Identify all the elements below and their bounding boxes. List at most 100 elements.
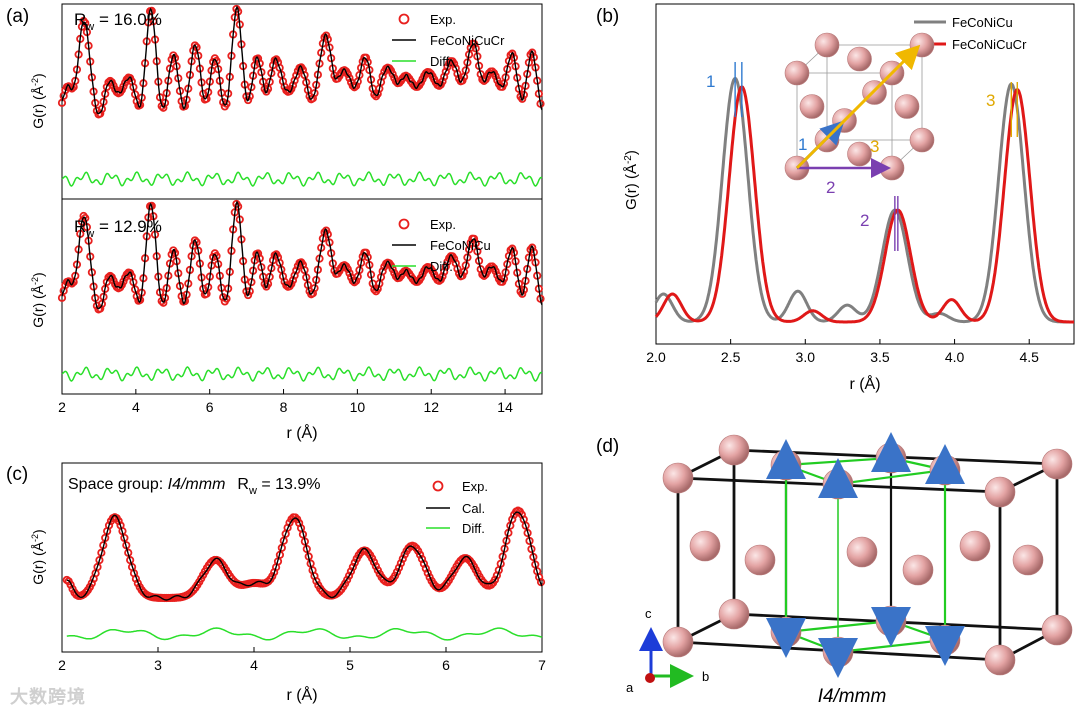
subcell-edge: [785, 456, 892, 467]
exp-data-point: [493, 271, 502, 280]
panel-c-title: Space group: I4/mmm Rw = 13.9%: [68, 476, 321, 497]
exp-data-point: [190, 41, 200, 50]
peak-label-3: 3: [986, 91, 995, 110]
x-tick-label: 2: [58, 657, 66, 673]
exp-data-point: [378, 267, 387, 276]
exp-data-point: [441, 262, 450, 271]
legend-marker-exp: [432, 480, 444, 492]
exp-data-point: [300, 265, 309, 275]
atom: [909, 127, 935, 153]
panel-b-xlabel: r (Å): [849, 374, 880, 393]
exp-data-point: [450, 254, 459, 263]
atom: [799, 94, 825, 119]
atom: [847, 141, 872, 167]
panel-c-xticks: 2 3 4 5 6 7: [58, 647, 546, 673]
x-tick-label: 4: [132, 399, 140, 415]
exp-data-point: [93, 562, 102, 572]
exp-data-point: [396, 559, 405, 568]
x-tick-label: 7: [538, 657, 546, 673]
panel-a-top-legend-diff: Diff.: [430, 54, 453, 69]
axis-a-dot: [645, 673, 655, 683]
peak-label-1: 1: [706, 72, 715, 91]
panel-c-xlabel: r (Å): [286, 685, 317, 704]
exp-data-point: [415, 550, 425, 559]
exp-data-point: [135, 100, 145, 110]
panel-a-bottom-plot: [57, 199, 545, 382]
exp-data-point: [67, 84, 77, 93]
cal-line: [66, 511, 543, 601]
exp-data-point: [81, 18, 90, 28]
exp-data-point: [371, 562, 381, 571]
panel-d-caption: I4/mmm: [818, 686, 887, 707]
panel-d-crystal-structure: [662, 432, 1073, 678]
exp-data-point: [243, 95, 253, 105]
exp-data-point: [508, 49, 517, 58]
exp-data-point: [508, 244, 517, 253]
panel-c-legend-exp: Exp.: [462, 479, 488, 494]
axis-triad: c a b: [626, 606, 709, 695]
exp-data-point: [394, 563, 404, 572]
x-tick-label: 4: [250, 657, 258, 673]
panel-b-plot: [654, 62, 1074, 324]
x-tick-label: 6: [442, 657, 450, 673]
exp-data-point: [388, 69, 397, 79]
legend-marker-exp: [398, 218, 410, 230]
x-tick-label: 8: [280, 399, 288, 415]
subcell-edge: [837, 638, 946, 654]
exp-data-point: [417, 554, 427, 564]
exp-data-point: [493, 76, 502, 85]
exp-data-point: [291, 513, 300, 522]
exp-data-point: [378, 72, 387, 81]
exp-data-point: [491, 72, 500, 81]
exp-data-point: [95, 556, 104, 565]
atom: [1012, 544, 1044, 576]
panel-d-label: (d): [596, 436, 619, 457]
exp-data-point: [491, 267, 500, 276]
vector-label-1: 1: [798, 135, 807, 154]
atom: [847, 46, 872, 72]
vector-3-arrow: [795, 44, 921, 170]
exp-data-point: [300, 70, 309, 80]
exp-data-point: [469, 234, 479, 243]
atom: [718, 598, 750, 630]
x-tick-label: 2.0: [646, 349, 666, 365]
panel-a-bottom-rw: Rw = 12.9%: [74, 217, 162, 240]
exp-data-point: [487, 580, 496, 589]
panel-c-frame: [61, 462, 543, 653]
x-tick-label: 2.5: [721, 349, 741, 365]
exp-data-point: [302, 544, 311, 554]
exp-data-point: [131, 90, 140, 99]
panel-c-legend-diff: Diff.: [462, 521, 485, 536]
atom: [894, 94, 920, 119]
panel-c-ylabel: G(r) (Å-2): [30, 529, 46, 584]
x-tick-label: 14: [497, 399, 513, 415]
exp-data-point: [518, 289, 527, 298]
atom: [902, 554, 934, 586]
x-tick-label: 3: [154, 657, 162, 673]
exp-data-point: [361, 248, 371, 257]
feconicu-curve: [654, 76, 1074, 324]
panel-a-top-ylabel: G(r) (Å-2): [30, 73, 46, 128]
x-tick-label: 4.5: [1019, 349, 1039, 365]
x-tick-label: 6: [206, 399, 214, 415]
exp-data-point: [310, 89, 319, 98]
x-tick-label: 4.0: [945, 349, 965, 365]
diff-line: [61, 366, 543, 382]
atom: [662, 626, 694, 658]
exp-data-point: [450, 59, 459, 68]
exp-data-point: [490, 575, 500, 584]
panel-a-top-plot: [57, 4, 545, 187]
vector-label-2: 2: [826, 178, 835, 197]
axis-a-label: a: [626, 680, 634, 695]
exp-data-point: [521, 521, 530, 530]
axis-b-label: b: [702, 669, 709, 684]
panel-a-bottom-legend-fit: FeCoNiCu: [430, 238, 491, 253]
panel-b-ylabel: G(r) (Å-2): [623, 150, 640, 210]
panel-c-label: (c): [6, 464, 28, 485]
exp-data-point: [528, 48, 537, 57]
exp-data-point: [361, 53, 371, 62]
exp-data-point: [312, 576, 321, 586]
exp-data-point: [104, 521, 114, 530]
panel-a-xlabel: r (Å): [286, 423, 317, 442]
